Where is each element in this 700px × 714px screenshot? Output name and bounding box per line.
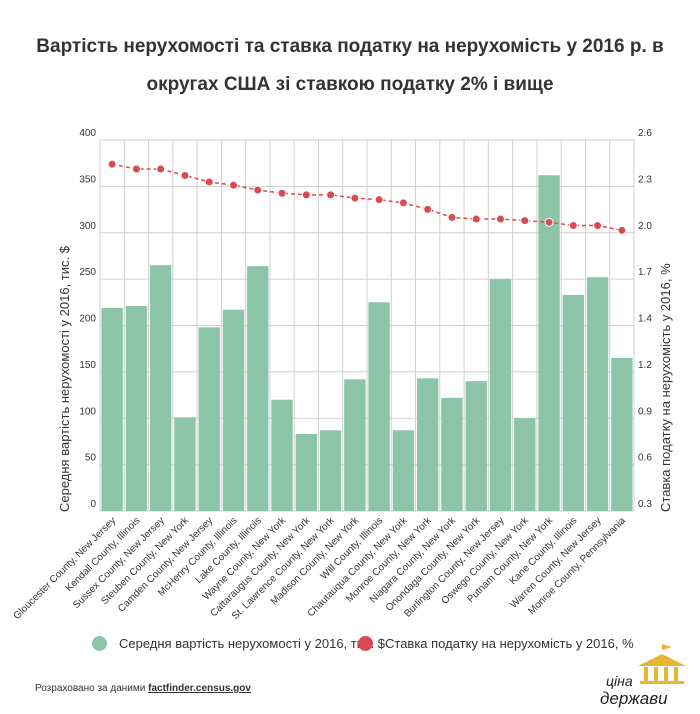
bar bbox=[465, 381, 487, 511]
left-tick-label: 350 bbox=[79, 174, 96, 185]
line-point bbox=[520, 216, 530, 226]
line-point bbox=[617, 225, 627, 235]
logo-base-icon bbox=[640, 681, 684, 684]
bar bbox=[174, 417, 196, 511]
left-tick-label: 150 bbox=[79, 360, 96, 371]
right-tick-label: 2.0 bbox=[638, 221, 652, 232]
legend-bar-swatch bbox=[92, 635, 107, 651]
logo-text-top: ціна bbox=[606, 673, 633, 689]
legend-line-label: Ставка податку на нерухомість у 2016, % bbox=[385, 635, 634, 651]
bar bbox=[222, 309, 245, 511]
line-point bbox=[326, 190, 336, 200]
bar bbox=[611, 357, 633, 511]
line-point bbox=[447, 212, 457, 222]
legend-line-swatch bbox=[358, 635, 373, 651]
legend-bar-label: Середня вартість нерухомості у 2016, тис… bbox=[119, 635, 385, 651]
x-tick-label: Sussex County, New Jersey bbox=[71, 515, 167, 611]
source-prefix: Розраховано за даними bbox=[35, 683, 149, 694]
line-point bbox=[156, 164, 166, 174]
line-point bbox=[107, 159, 117, 169]
left-tick-label: 200 bbox=[79, 314, 96, 325]
legend-item-bar: Середня вартість нерухомості у 2016, тис… bbox=[92, 633, 385, 653]
bar bbox=[101, 307, 123, 511]
bar bbox=[271, 399, 293, 511]
line-point bbox=[398, 198, 408, 208]
bar bbox=[489, 279, 512, 511]
line-point bbox=[568, 220, 578, 230]
line-point bbox=[204, 177, 214, 187]
right-axis-label: Ставка податку на нерухомість у 2016, % bbox=[658, 263, 673, 512]
cina-derzhavy-logo: ціна держави bbox=[600, 644, 686, 708]
line-point bbox=[229, 180, 238, 190]
chart-title: Вартість нерухомості та ставка податку н… bbox=[20, 28, 680, 104]
bar bbox=[368, 302, 390, 511]
source-note: Розраховано за даними factfinder.census.… bbox=[35, 683, 251, 694]
left-tick-label: 300 bbox=[79, 221, 96, 232]
logo-pillar-icon bbox=[644, 667, 648, 681]
logo-pillar-icon bbox=[654, 667, 658, 681]
bar bbox=[586, 277, 609, 511]
line-series bbox=[107, 159, 627, 235]
logo-pillar-icon bbox=[674, 667, 678, 681]
left-tick-label: 100 bbox=[79, 406, 96, 417]
logo-pillar-icon bbox=[664, 667, 668, 681]
line-point bbox=[496, 214, 505, 224]
logo-text-bottom: держави bbox=[600, 689, 668, 708]
right-tick-label: 1.7 bbox=[638, 267, 652, 278]
line-point bbox=[374, 195, 384, 205]
right-tick-label: 2.6 bbox=[638, 128, 652, 139]
logo-roof-icon bbox=[638, 654, 686, 666]
bar bbox=[150, 265, 172, 511]
left-axis-label: Середня вартість нерухомості у 2016, тис… bbox=[57, 245, 72, 512]
left-tick-label: 400 bbox=[79, 128, 96, 139]
bar bbox=[514, 418, 536, 511]
chart-title-line-1: Вартість нерухомості та ставка податку н… bbox=[36, 36, 664, 57]
bar bbox=[538, 175, 560, 511]
line-point bbox=[180, 170, 190, 180]
left-axis-ticks: 0 50 100 150 200 250 300 350 400 bbox=[79, 128, 96, 510]
logo-flag-icon bbox=[662, 644, 672, 654]
bar bbox=[392, 430, 415, 511]
bar bbox=[344, 379, 366, 511]
line-point bbox=[593, 220, 603, 230]
bar bbox=[198, 327, 220, 511]
bar bbox=[125, 306, 148, 511]
legend-item-line: Ставка податку на нерухомість у 2016, % bbox=[358, 633, 634, 653]
bar bbox=[319, 430, 342, 511]
bar bbox=[441, 397, 463, 511]
line-point bbox=[350, 193, 360, 203]
line-point bbox=[253, 185, 263, 195]
bar bbox=[562, 294, 584, 511]
source-link[interactable]: factfinder.census.gov bbox=[148, 683, 251, 694]
right-tick-label: 1.4 bbox=[638, 314, 652, 325]
right-tick-label: 0.3 bbox=[638, 499, 652, 510]
line-point bbox=[131, 164, 141, 174]
right-tick-label: 0.9 bbox=[638, 406, 652, 417]
left-tick-label: 0 bbox=[90, 499, 96, 510]
left-tick-label: 50 bbox=[85, 453, 97, 464]
bar bbox=[417, 378, 439, 511]
rate-line bbox=[111, 163, 623, 232]
right-tick-label: 2.3 bbox=[638, 174, 652, 185]
bar-series bbox=[101, 175, 633, 511]
line-point bbox=[301, 190, 311, 200]
line-point bbox=[277, 188, 287, 198]
right-tick-label: 1.2 bbox=[638, 360, 652, 371]
bar bbox=[247, 266, 269, 511]
right-axis-ticks: 0.3 0.6 0.9 1.2 1.4 1.7 2.0 2.3 2.6 bbox=[638, 128, 652, 510]
left-tick-label: 250 bbox=[79, 267, 96, 278]
right-tick-label: 0.6 bbox=[638, 453, 652, 464]
line-point bbox=[544, 217, 554, 227]
x-tick-label: Gloucester County, New Jersey bbox=[12, 515, 119, 622]
bar bbox=[295, 434, 317, 511]
chart-title-line-2: округах США зі ставкою податку 2% і вище bbox=[146, 74, 554, 95]
line-point bbox=[471, 214, 481, 224]
line-point bbox=[423, 204, 433, 214]
